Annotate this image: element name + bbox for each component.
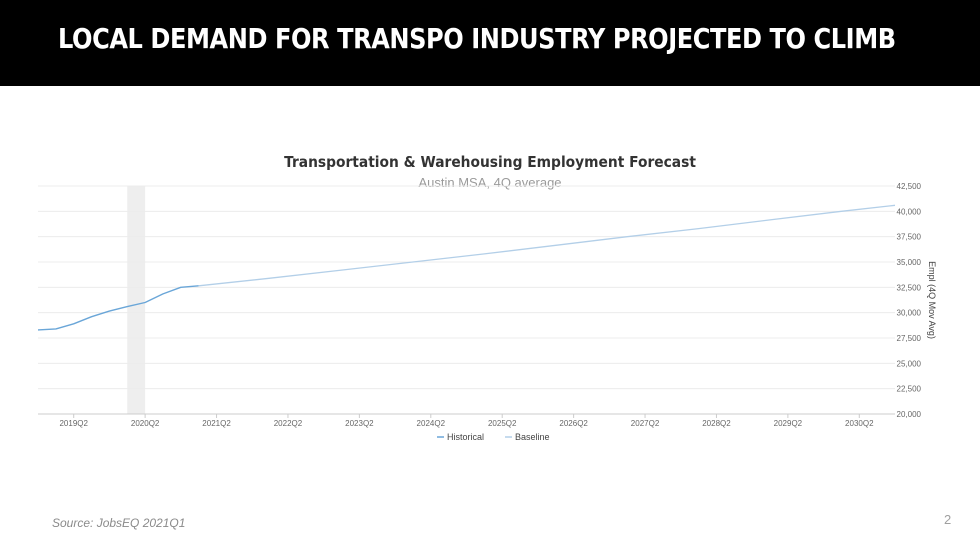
shaded-period bbox=[127, 186, 146, 414]
y-axis-title: Empl (4Q Mov Avg) bbox=[927, 261, 937, 339]
x-tick-label: 2025Q2 bbox=[488, 419, 517, 428]
x-tick-label: 2021Q2 bbox=[202, 419, 231, 428]
legend-label-baseline: Baseline bbox=[515, 432, 550, 442]
y-tick-label: 22,500 bbox=[897, 385, 922, 394]
x-tick-label: 2029Q2 bbox=[774, 419, 803, 428]
x-tick-label: 2030Q2 bbox=[845, 419, 874, 428]
y-tick-label: 35,000 bbox=[897, 258, 922, 267]
y-tick-label: 42,500 bbox=[897, 182, 922, 191]
series-line-historical bbox=[37, 285, 199, 331]
y-tick-label: 25,000 bbox=[897, 359, 922, 368]
y-tick-label: 27,500 bbox=[897, 334, 922, 343]
x-tick-label: 2020Q2 bbox=[131, 419, 160, 428]
series-line-baseline bbox=[198, 204, 896, 287]
title-bar: LOCAL DEMAND FOR TRANSPO INDUSTRY PROJEC… bbox=[0, 0, 980, 86]
x-tick-label: 2023Q2 bbox=[345, 419, 374, 428]
y-tick-label: 20,000 bbox=[897, 410, 922, 419]
page-number: 2 bbox=[944, 512, 952, 527]
legend-label-historical: Historical bbox=[447, 432, 484, 442]
y-tick-label: 32,500 bbox=[897, 283, 922, 292]
x-tick-label: 2027Q2 bbox=[631, 419, 660, 428]
y-tick-label: 30,000 bbox=[897, 309, 922, 318]
slide-title: LOCAL DEMAND FOR TRANSPO INDUSTRY PROJEC… bbox=[58, 22, 896, 55]
y-tick-label: 40,000 bbox=[897, 207, 922, 216]
source-note: Source: JobsEQ 2021Q1 bbox=[52, 516, 186, 530]
x-tick-label: 2028Q2 bbox=[702, 419, 731, 428]
x-tick-label: 2022Q2 bbox=[274, 419, 303, 428]
y-tick-label: 37,500 bbox=[897, 233, 922, 242]
x-tick-label: 2026Q2 bbox=[559, 419, 588, 428]
chart-title: Transportation & Warehousing Employment … bbox=[284, 153, 696, 171]
x-tick-label: 2019Q2 bbox=[59, 419, 88, 428]
x-tick-label: 2024Q2 bbox=[417, 419, 446, 428]
